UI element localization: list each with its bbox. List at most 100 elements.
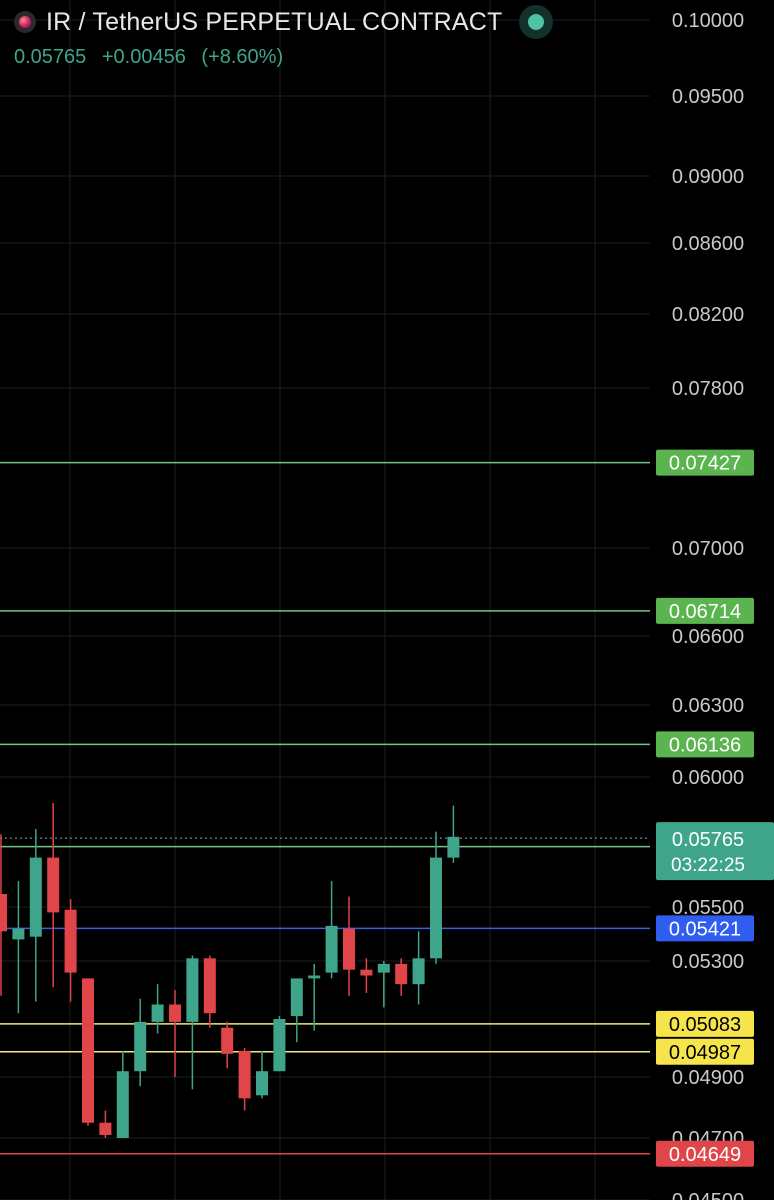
axis-tick-label: 0.06600 bbox=[672, 626, 744, 648]
candle-body bbox=[308, 975, 321, 979]
candle-bearish bbox=[395, 958, 408, 996]
symbol-title[interactable]: IR / TetherUS PERPETUAL CONTRACT bbox=[46, 7, 503, 36]
candle-body bbox=[82, 978, 94, 1123]
axis-tick-label: 0.05500 bbox=[672, 897, 744, 919]
candle-bearish bbox=[203, 955, 216, 1028]
candle-bearish bbox=[0, 834, 7, 996]
candle-bullish bbox=[290, 978, 303, 1043]
last-price: 0.05765 bbox=[14, 46, 87, 68]
badge-label: 0.07427 bbox=[669, 453, 741, 475]
badge-label: 0.04987 bbox=[669, 1042, 741, 1064]
price-level-badge: 0.07427 bbox=[656, 449, 754, 476]
axis-tick-label: 0.07000 bbox=[672, 538, 744, 560]
axis-tick-label: 0.10000 bbox=[672, 10, 744, 32]
axis-tick-label: 0.06300 bbox=[672, 695, 744, 717]
axis-tick-label: 0.09000 bbox=[672, 166, 744, 188]
axis-tick-label: 0.08200 bbox=[672, 304, 744, 326]
candle-bullish bbox=[256, 1050, 268, 1099]
badge-background bbox=[656, 597, 754, 624]
badge-background bbox=[656, 1140, 754, 1167]
price-level-badge: 0.04649 bbox=[656, 1140, 754, 1167]
candle-bullish bbox=[151, 984, 164, 1034]
candle-bearish bbox=[64, 899, 77, 1002]
badge-background bbox=[656, 1010, 754, 1037]
price-level-badge: 0.06136 bbox=[656, 731, 754, 758]
price-level-badge: 0.05421 bbox=[656, 915, 754, 942]
candle-body bbox=[116, 1071, 129, 1138]
candle-bullish bbox=[308, 963, 321, 1031]
candle-bearish bbox=[169, 990, 181, 1077]
price-axis: 0.10000 0.09500 0.09000 0.08600 0.08200 0.078… bbox=[672, 10, 744, 1200]
candle-body bbox=[203, 958, 216, 1014]
candle-bullish bbox=[116, 1050, 129, 1138]
axis-tick-label: 0.07800 bbox=[672, 378, 744, 400]
candle-bearish bbox=[99, 1110, 112, 1138]
candle-body bbox=[221, 1027, 234, 1054]
candle-body bbox=[186, 958, 199, 1022]
axis-tick-label: 0.04900 bbox=[672, 1067, 744, 1089]
candle-body bbox=[290, 978, 303, 1017]
badge-background bbox=[656, 449, 754, 476]
candle-body bbox=[412, 958, 425, 985]
badge-label: 0.06714 bbox=[669, 601, 741, 623]
candle-bearish bbox=[360, 958, 373, 993]
candle-body bbox=[0, 894, 7, 932]
candle-bullish bbox=[12, 881, 25, 1014]
candle-body bbox=[64, 909, 77, 973]
candle-bearish bbox=[343, 896, 355, 996]
axis-tick-label: 0.09500 bbox=[672, 86, 744, 108]
axis-tick-label: 0.06000 bbox=[672, 767, 744, 789]
candle-body bbox=[169, 1004, 181, 1022]
candle-body bbox=[430, 857, 442, 959]
candle-bearish bbox=[47, 803, 60, 988]
candle-bullish bbox=[134, 998, 147, 1087]
candle-bullish bbox=[273, 1016, 286, 1072]
candle-body bbox=[325, 925, 338, 973]
badge-label: 0.05421 bbox=[669, 918, 741, 940]
badge-label: 0.05083 bbox=[669, 1014, 741, 1036]
candle-body bbox=[273, 1019, 286, 1072]
candle-body bbox=[47, 857, 60, 913]
candle-body bbox=[238, 1050, 251, 1099]
candle-body bbox=[12, 928, 25, 940]
candle-body bbox=[99, 1122, 112, 1135]
candle-bearish bbox=[238, 1048, 251, 1111]
axis-tick-label: 0.04500 bbox=[672, 1190, 744, 1200]
candle-body bbox=[395, 963, 408, 985]
candle-body bbox=[151, 1004, 164, 1022]
candle-bullish bbox=[29, 829, 42, 1002]
price-level-badge: 0.04987 bbox=[656, 1038, 754, 1065]
price-level-badge: 0.06714 bbox=[656, 597, 754, 624]
candle-bearish bbox=[82, 978, 94, 1126]
badge-label: 0.04649 bbox=[669, 1144, 741, 1166]
badge-background bbox=[656, 1038, 754, 1065]
candlestick-series bbox=[0, 803, 460, 1138]
candle-bullish bbox=[186, 955, 199, 1090]
chart-header: IR / TetherUS PERPETUAL CONTRACT 0.05765… bbox=[14, 5, 553, 69]
candle-body bbox=[256, 1071, 268, 1096]
badge-background bbox=[656, 822, 774, 881]
candle-body bbox=[134, 1021, 147, 1072]
current-price-label: 0.05765 bbox=[672, 829, 744, 851]
ir-coin-logo-icon[interactable] bbox=[14, 11, 36, 33]
badge-background bbox=[656, 731, 754, 758]
price-badges: 0.074270.067140.061360.057320.054210.050… bbox=[656, 449, 774, 1167]
candle-body bbox=[29, 857, 42, 937]
price-change-pct: (+8.60%) bbox=[201, 46, 284, 68]
market-open-status-icon bbox=[518, 5, 553, 39]
price-summary: 0.05765 +0.00456 (+8.60%) bbox=[14, 46, 553, 69]
candle-body bbox=[377, 963, 390, 973]
badge-label: 0.06136 bbox=[669, 734, 741, 756]
current-price-badge: 0.05765 03:22:25 bbox=[656, 822, 774, 881]
candle-body bbox=[360, 969, 373, 976]
candle-bearish bbox=[221, 1021, 234, 1069]
bar-countdown: 03:22:25 bbox=[671, 855, 745, 876]
badge-background bbox=[656, 915, 754, 942]
candle-bullish bbox=[447, 805, 460, 863]
candle-bullish bbox=[430, 831, 442, 964]
axis-tick-label: 0.08600 bbox=[672, 233, 744, 255]
axis-tick-label: 0.05300 bbox=[672, 951, 744, 973]
price-level-badge: 0.05083 bbox=[656, 1010, 754, 1037]
chart-grid bbox=[0, 0, 650, 1200]
